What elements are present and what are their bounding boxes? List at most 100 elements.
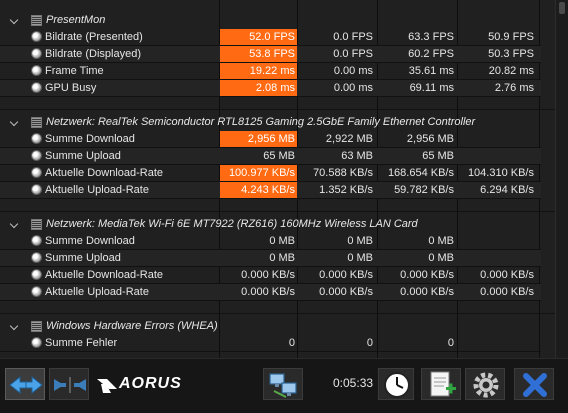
average-value [459,148,536,164]
sensor-label: Summe Download [45,235,135,247]
minimum-value: 63 MB [341,150,373,162]
clock-icon[interactable] [378,368,414,400]
current-value: 4.243 KB/s [220,182,297,198]
minimum-value: 0.000 KB/s [319,269,373,281]
current-value: 0 [288,337,295,349]
sensor-row[interactable]: Bildrate (Displayed) 53.8 FPS 0.0 FPS 60.2 … [0,46,541,63]
minimum-value: 0.0 FPS [333,31,373,43]
maximum-value: 35.61 ms [408,65,454,77]
sensor-label: Frame Time [45,65,104,77]
section-title: Netzwerk: MediaTek Wi-Fi 6E MT7922 (RZ61… [46,218,418,230]
average-value: 0.000 KB/s [480,269,534,281]
report-add-icon[interactable] [421,368,461,400]
section-divider [0,109,555,110]
average-value: 104.310 KB/s [467,167,534,179]
average-value [459,335,536,351]
section-title: Netzwerk: RealTek Semiconductor RTL8125 … [46,116,476,128]
sensor-label: Summe Upload [45,252,121,264]
network-computers-icon[interactable] [263,368,303,400]
sensor-row[interactable]: Aktuelle Download-Rate 100.977 KB/s 70.588… [0,165,541,182]
sensor-label: Aktuelle Upload-Rate [45,286,149,298]
average-value: 0.000 KB/s [480,286,534,298]
section-header[interactable]: Netzwerk: MediaTek Wi-Fi 6E MT7922 (RZ61… [0,216,541,233]
minimum-value: 2,922 MB [325,133,373,145]
scrollbar-thumb[interactable] [559,2,565,14]
minimum-value: 0 [366,337,373,349]
sensor-group-icon [31,15,42,26]
current-value: 2.08 ms [220,80,297,96]
current-value: 0 MB [269,252,295,264]
maximum-value: 63.3 FPS [408,31,454,43]
section-divider [0,211,555,212]
collapse-arrows-icon[interactable] [49,368,89,400]
sensor-row[interactable]: Summe Upload 0 MB 0 MB 0 MB [0,250,541,267]
section-title: Windows Hardware Errors (WHEA) [46,320,218,332]
average-value: 50.3 FPS [488,48,534,60]
section-header[interactable]: Netzwerk: RealTek Semiconductor RTL8125 … [0,114,541,131]
sensor-row[interactable]: Summe Upload 65 MB 63 MB 65 MB [0,148,541,165]
maximum-value: 168.654 KB/s [387,167,454,179]
sensor-row[interactable]: Summe Fehler 0 0 0 [0,335,541,352]
maximum-value: 59.782 KB/s [394,184,454,196]
sensor-row[interactable]: Bildrate (Presented) 52.0 FPS 0.0 FPS 63.3 … [0,29,541,46]
maximum-value: 65 MB [422,150,454,162]
current-value: 52.0 FPS [220,29,297,45]
minimum-value: 0.0 FPS [333,48,373,60]
sensor-label: Bildrate (Presented) [45,31,143,43]
status-dot-icon [31,337,42,348]
minimum-value: 0 MB [347,235,373,247]
column-divider [297,0,298,358]
chevron-down-icon[interactable] [9,322,18,331]
section-header[interactable]: Windows Hardware Errors (WHEA) [0,318,541,335]
status-dot-icon [31,286,42,297]
sensor-label: Aktuelle Download-Rate [45,167,164,179]
close-x-icon[interactable] [514,368,554,400]
gear-icon[interactable] [465,368,505,400]
average-value: 50.9 FPS [488,31,534,43]
vertical-scrollbar[interactable] [555,0,568,358]
current-value: 53.8 FPS [220,46,297,62]
sensor-row[interactable]: Aktuelle Download-Rate 0.000 KB/s 0.000 KB… [0,267,541,284]
minimum-value: 0 MB [347,252,373,264]
current-value: 2,956 MB [220,131,297,147]
sensor-label: GPU Busy [45,82,97,94]
minimum-value: 0.00 ms [333,82,373,94]
average-value: 6.294 KB/s [480,184,534,196]
sensor-row[interactable]: Summe Download 2,956 MB 2,922 MB 2,956 MB [0,131,541,148]
sensor-row[interactable]: GPU Busy 2.08 ms 0.00 ms 69.11 ms 2.76 ms [0,80,541,97]
chevron-down-icon[interactable] [9,220,18,229]
average-value [459,131,536,147]
sensor-row[interactable]: Aktuelle Upload-Rate 4.243 KB/s 1.352 KB/s… [0,182,541,199]
chevron-down-icon[interactable] [9,16,18,25]
sensor-row[interactable]: Frame Time 19.22 ms 0.00 ms 35.61 ms 20.82 m… [0,63,541,80]
current-value: 0.000 KB/s [241,269,295,281]
average-value [459,250,536,266]
left-right-arrows-icon[interactable] [5,368,45,400]
minimum-value: 70.588 KB/s [313,167,373,179]
status-dot-icon [31,150,42,161]
column-divider [457,0,458,358]
column-divider [539,0,540,358]
status-dot-icon [31,82,42,93]
status-dot-icon [31,65,42,76]
minimum-value: 0.000 KB/s [319,286,373,298]
status-dot-icon [31,252,42,263]
current-value: 0 MB [269,235,295,247]
current-value: 0.000 KB/s [241,286,295,298]
bottom-toolbar: AORUS 0:05:33 [0,358,568,413]
chevron-down-icon[interactable] [9,118,18,127]
maximum-value: 0.000 KB/s [400,286,454,298]
average-value: 20.82 ms [488,65,534,77]
status-dot-icon [31,48,42,59]
current-value: 65 MB [263,150,295,162]
sensor-label: Aktuelle Upload-Rate [45,184,149,196]
maximum-value: 69.11 ms [409,82,454,94]
status-dot-icon [31,31,42,42]
maximum-value: 0 MB [428,252,454,264]
section-header[interactable]: PresentMon [0,12,541,29]
maximum-value: 0 MB [428,235,454,247]
sensor-row[interactable]: Aktuelle Upload-Rate 0.000 KB/s 0.000 KB/s… [0,284,541,301]
sensor-row[interactable]: Summe Download 0 MB 0 MB 0 MB [0,233,541,250]
status-dot-icon [31,167,42,178]
current-value: 100.977 KB/s [220,165,297,181]
